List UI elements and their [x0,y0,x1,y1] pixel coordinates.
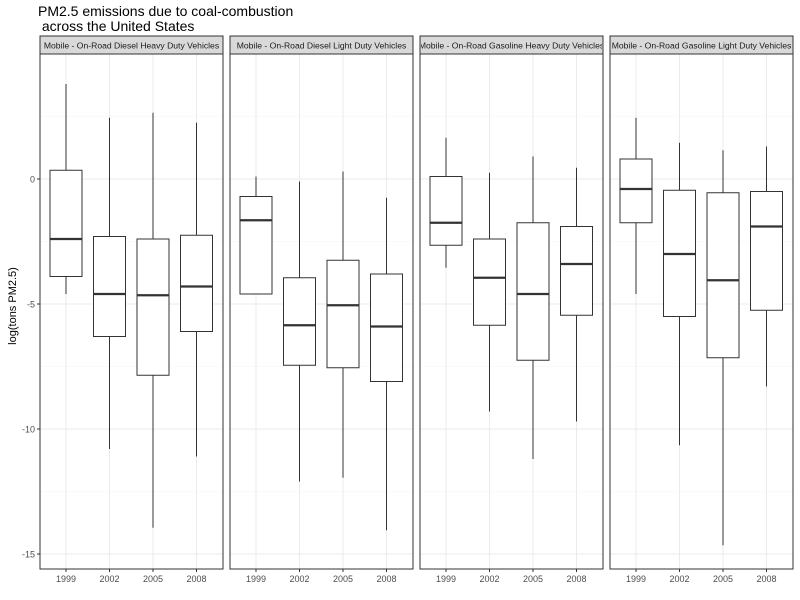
x-tick-label: 2002 [479,574,499,584]
facet-strip-label: Mobile - On-Road Diesel Heavy Duty Vehic… [44,41,219,51]
x-tick-label: 2008 [376,574,396,584]
x-tick-label: 1999 [626,574,646,584]
x-tick-label: 2005 [713,574,733,584]
box [516,222,550,361]
facet-strip [229,35,414,55]
x-tick-label: 2005 [523,574,543,584]
box [473,238,506,326]
x-tick-label: 1999 [436,574,456,584]
chart-title-line-2: across the United States [38,18,195,34]
x-tick-label: 2002 [99,574,119,584]
panel-background [610,54,793,569]
x-tick-label: 2005 [143,574,163,584]
box [283,277,316,366]
box [326,259,360,369]
box [619,158,653,224]
facet-strip-label: Mobile - On-Road Diesel Light Duty Vehic… [237,41,407,51]
x-tick-label: 2008 [566,574,586,584]
box [136,238,170,376]
box [180,234,213,332]
box [750,191,783,311]
facet-strip-label: Mobile - On-Road Gasoline Light Duty Veh… [612,41,792,51]
facet-strip-label: Mobile - On-Road Gasoline Heavy Duty Veh… [419,41,604,51]
facet-strip [39,35,224,55]
box [429,176,463,246]
x-tick-label: 2002 [289,574,309,584]
box [239,196,273,295]
y-tick-label: -15 [22,550,35,560]
x-tick-label: 2008 [186,574,206,584]
x-tick-label: 2008 [756,574,776,584]
x-tick-label: 2005 [333,574,353,584]
x-tick-label: 2002 [669,574,689,584]
box [93,236,126,337]
box [560,226,593,316]
box [706,192,740,359]
y-tick-label: -5 [27,300,35,310]
box [49,169,83,277]
y-tick-label: 0 [30,175,35,185]
facet-strip [609,35,794,55]
x-tick-label: 1999 [56,574,76,584]
box [370,273,403,382]
y-tick-label: -10 [22,425,35,435]
facet-strip [419,35,604,55]
chart-title-line-1: PM2.5 emissions due to coal-combustion [38,3,294,19]
x-tick-label: 1999 [246,574,266,584]
